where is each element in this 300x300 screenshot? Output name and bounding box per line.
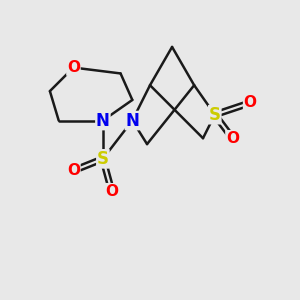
Text: N: N	[96, 112, 110, 130]
Text: O: O	[244, 95, 256, 110]
Text: O: O	[67, 60, 80, 75]
Text: O: O	[105, 184, 118, 199]
Text: S: S	[209, 106, 221, 124]
Text: S: S	[97, 150, 109, 168]
Text: O: O	[226, 131, 239, 146]
Text: N: N	[125, 112, 139, 130]
Text: O: O	[67, 163, 80, 178]
